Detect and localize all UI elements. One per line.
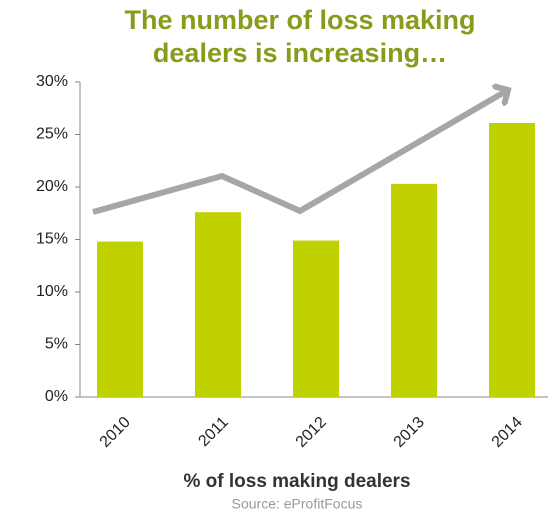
x-tick-label: 2013 <box>391 414 428 451</box>
y-tick-label: 15% <box>36 231 68 248</box>
bar <box>293 240 339 397</box>
bar <box>489 122 535 397</box>
bar <box>391 183 437 397</box>
y-tick-label: 0% <box>45 388 68 405</box>
source: Source: eProfitFocus <box>232 496 363 512</box>
y-tick-label: 10% <box>36 283 68 300</box>
bar <box>195 212 241 397</box>
x-tick-label: 2011 <box>195 414 231 450</box>
x-axis-label: % of loss making dealers <box>183 471 410 492</box>
x-tick-label: 2010 <box>97 414 134 451</box>
y-tick-label: 30% <box>36 73 68 90</box>
x-tick-label: 2012 <box>293 414 330 451</box>
chart-title: The number of loss making dealers is inc… <box>124 5 476 68</box>
trend-arrow <box>92 90 508 215</box>
y-tick-label: 25% <box>36 126 68 143</box>
x-tick-label: 2014 <box>489 414 526 451</box>
y-tick-label: 20% <box>36 178 68 195</box>
y-tick-label: 5% <box>45 336 68 353</box>
bar <box>97 241 143 397</box>
